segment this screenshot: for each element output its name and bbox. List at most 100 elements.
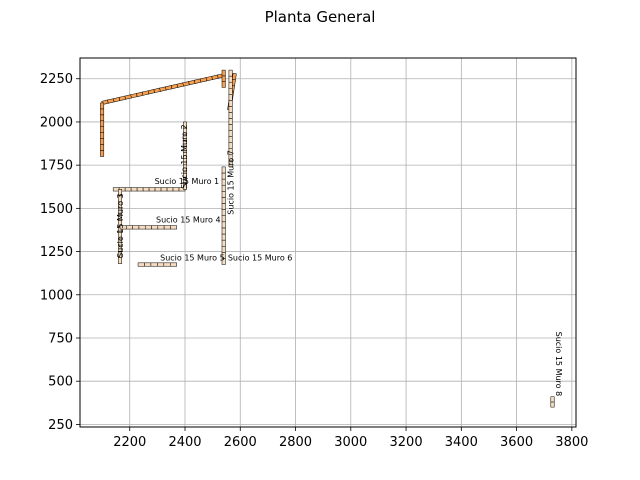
wall-block — [221, 166, 226, 174]
wall-block — [221, 197, 226, 204]
wall-3 — [118, 189, 123, 264]
wall-block — [221, 227, 226, 235]
wall-5 — [137, 262, 177, 267]
wall-label: Sucio 15 Muro 1 — [155, 177, 220, 186]
wall-block — [228, 75, 233, 83]
wall-block — [159, 86, 167, 92]
wall-block — [100, 120, 105, 127]
wall-block — [148, 187, 156, 192]
wall-block — [141, 90, 150, 96]
wall-block — [126, 225, 133, 230]
wall-block — [151, 225, 159, 230]
upper-wall-segment — [100, 102, 105, 157]
wall-block — [138, 225, 146, 230]
x-tick-label: 3200 — [390, 435, 423, 450]
y-axis: 250 500 750 1000 1250 1500 1750 2000 2250 — [40, 72, 80, 433]
wall-block — [136, 187, 144, 192]
x-tick-label: 2200 — [113, 435, 146, 450]
wall-label: Sucio 15 Muro 2 — [180, 124, 189, 189]
wall-block — [100, 144, 105, 151]
wall-block — [228, 106, 233, 113]
wall-block — [221, 69, 226, 77]
wall-label: Sucio 15 Muro 4 — [156, 216, 221, 225]
wall-block — [228, 94, 233, 101]
chart-marks — [100, 69, 555, 408]
wall-block — [144, 262, 152, 267]
wall-block — [100, 126, 105, 133]
wall-block — [194, 78, 202, 84]
wall-block — [221, 81, 226, 88]
wall-block — [142, 187, 150, 192]
wall-block — [228, 112, 233, 119]
wall-block — [166, 187, 174, 192]
wall-block — [107, 98, 115, 104]
x-tick-label: 3600 — [500, 435, 533, 450]
wall-block — [228, 100, 233, 107]
grid — [80, 58, 576, 427]
chart-title: Planta General — [265, 8, 376, 26]
wall-block — [221, 233, 226, 241]
wall-block — [550, 396, 555, 403]
wall-block — [100, 102, 105, 110]
x-axis: 2200 2400 2600 2800 3000 3200 3400 3600 3800 — [113, 427, 588, 450]
wall-block — [113, 97, 121, 103]
wall-block — [170, 225, 177, 230]
x-tick-label: 2400 — [168, 435, 201, 450]
wall-block — [100, 150, 105, 157]
x-tick-label: 2600 — [224, 435, 257, 450]
wall-block — [221, 75, 226, 82]
wall-block — [221, 215, 226, 223]
wall-block — [221, 184, 226, 192]
wall-6 — [221, 166, 226, 265]
wall-1 — [112, 187, 186, 192]
wall-block — [228, 118, 233, 125]
wall-block — [221, 172, 226, 180]
wall-7 — [228, 69, 233, 168]
wall-block — [160, 187, 168, 192]
wall-block — [157, 262, 165, 267]
wall-block — [165, 85, 173, 91]
wall-block — [147, 89, 155, 95]
wall-block — [221, 203, 226, 210]
wall-block — [130, 187, 138, 192]
wall-block — [100, 132, 105, 139]
wall-block — [221, 245, 226, 253]
wall-block — [172, 187, 180, 192]
wall-block — [100, 108, 105, 116]
wall-block — [231, 73, 237, 81]
wall-block — [188, 79, 196, 86]
wall-block — [144, 225, 152, 230]
y-tick-label: 500 — [48, 375, 73, 390]
wall-block — [550, 401, 555, 408]
upper-wall-segment — [101, 73, 225, 105]
x-tick-label: 3000 — [334, 435, 367, 450]
wall-block — [137, 262, 145, 267]
plot-frame — [79, 57, 577, 428]
wall-block — [221, 239, 226, 247]
wall-block — [118, 189, 123, 196]
wall-block — [221, 209, 226, 216]
wall-block — [130, 93, 138, 99]
y-tick-label: 1250 — [40, 245, 73, 260]
wall-8 — [550, 396, 555, 408]
wall-block — [228, 69, 233, 77]
wall-block — [228, 81, 233, 89]
y-tick-label: 750 — [48, 331, 73, 346]
upper-wall-segment — [221, 69, 226, 88]
x-tick-label: 3400 — [445, 435, 478, 450]
wall-block — [221, 221, 226, 229]
wall-block — [176, 82, 184, 88]
wall-block — [153, 87, 161, 94]
wall-block — [118, 95, 126, 101]
wall-block — [228, 124, 233, 131]
wall-block — [205, 75, 213, 82]
wall-label: Sucio 15 Muro 5 — [160, 254, 225, 263]
wall-block — [183, 121, 187, 129]
wall-block — [221, 178, 226, 186]
wall-block — [221, 191, 226, 198]
wall-block — [228, 87, 233, 95]
wall-block — [150, 262, 158, 267]
wall-block — [163, 225, 171, 230]
